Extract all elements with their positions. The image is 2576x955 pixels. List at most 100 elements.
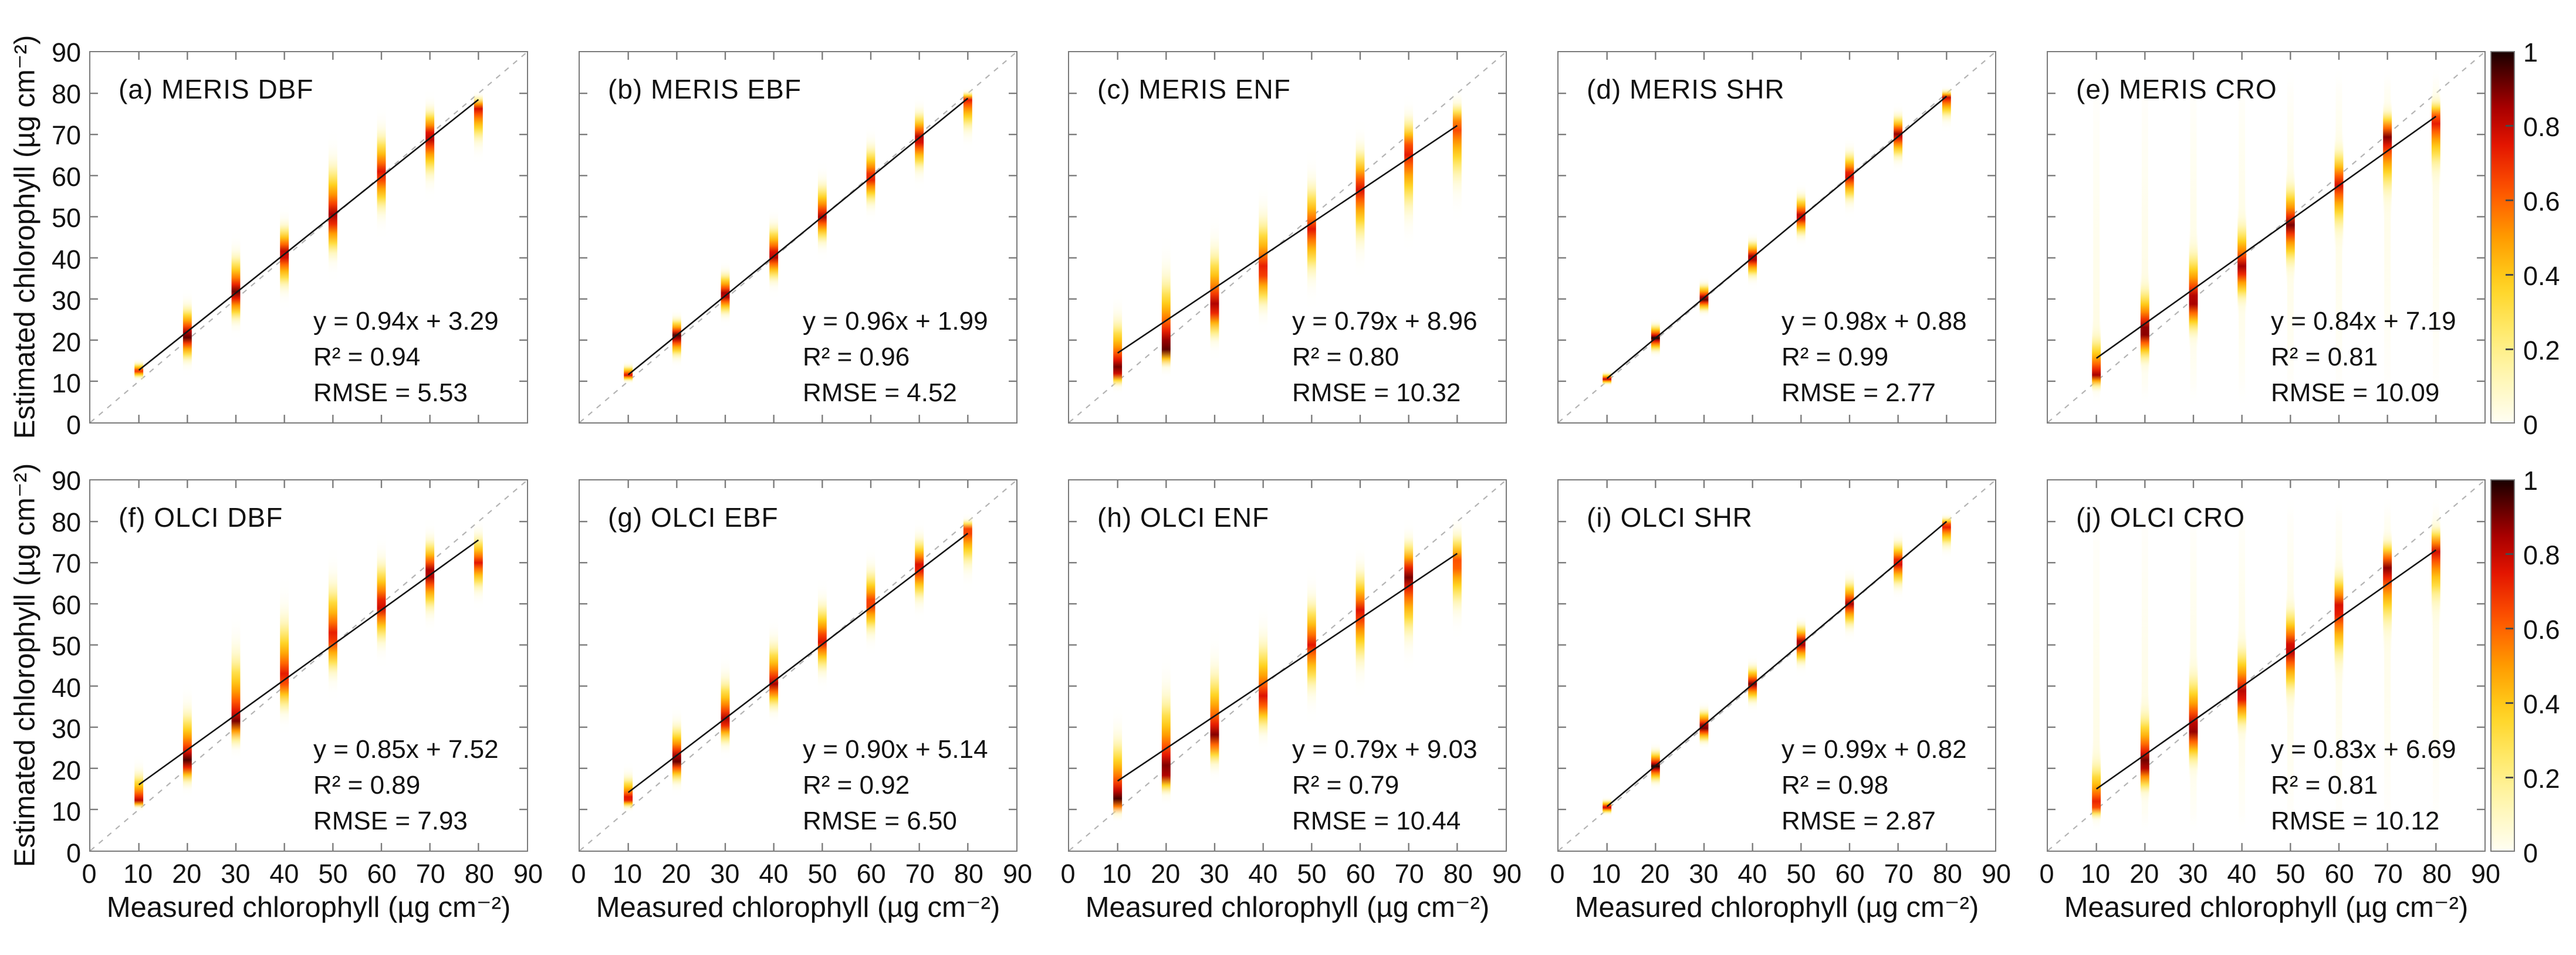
panel-title-h: (h) OLCI ENF bbox=[1097, 502, 1270, 533]
density-streak-x30 bbox=[1210, 624, 1219, 785]
identity-line bbox=[90, 52, 527, 422]
density-streak-x60 bbox=[2334, 122, 2344, 266]
density-streak-x30 bbox=[2189, 216, 2198, 357]
density-streak-x50 bbox=[1796, 180, 1806, 250]
density-streak-x60 bbox=[866, 542, 875, 658]
density-streak-x70 bbox=[1894, 101, 1903, 176]
equation-text: y = 0.99x + 0.82 bbox=[1781, 735, 1967, 764]
r-squared-text: R² = 0.89 bbox=[313, 771, 421, 800]
density-streak-x60 bbox=[1355, 118, 1365, 283]
colorbar-tick-label: 1 bbox=[2523, 466, 2538, 496]
regression-line bbox=[627, 533, 969, 793]
density-streak-x30 bbox=[721, 258, 730, 328]
x-tick-label: 80 bbox=[954, 859, 983, 889]
y-tick-label: 30 bbox=[51, 286, 81, 316]
panel-title-a: (a) MERIS DBF bbox=[119, 74, 314, 104]
x-axis-label: Measured chlorophyll (µg cm⁻²) bbox=[596, 892, 1000, 923]
regression-line bbox=[2095, 116, 2437, 359]
x-tick-label: 50 bbox=[2276, 859, 2305, 889]
x-tick-label: 0 bbox=[1060, 859, 1076, 889]
axis-ticks bbox=[580, 480, 1016, 851]
density-streak-x60 bbox=[377, 530, 386, 670]
x-tick-label: 90 bbox=[513, 859, 543, 889]
axis-ticks bbox=[1559, 52, 1995, 422]
y-tick-label: 50 bbox=[51, 203, 81, 233]
rmse-text: RMSE = 7.93 bbox=[313, 807, 468, 835]
density-streak-x10 bbox=[624, 358, 633, 385]
density-streak-x30 bbox=[1210, 208, 1219, 361]
x-tick-label: 50 bbox=[807, 859, 837, 889]
colorbar-tickmark bbox=[2506, 776, 2513, 778]
density-streak-x10 bbox=[2092, 307, 2101, 398]
x-tick-label: 20 bbox=[172, 859, 202, 889]
density-streak-x40 bbox=[769, 612, 779, 727]
regression-line bbox=[138, 539, 479, 785]
x-tick-label: 90 bbox=[1981, 859, 2012, 889]
density-plot-b bbox=[580, 52, 1016, 422]
density-streak-x50 bbox=[1307, 563, 1316, 727]
colorbar-tick-label: 0 bbox=[2523, 410, 2538, 440]
density-streak-x70 bbox=[425, 517, 435, 637]
x-tick-label: 10 bbox=[2081, 859, 2111, 889]
x-tick-label: 10 bbox=[123, 859, 153, 889]
x-tick-label: 20 bbox=[1640, 859, 1670, 889]
identity-line bbox=[1559, 52, 1995, 422]
y-tick-label: 10 bbox=[51, 797, 81, 827]
y-tick-label: 20 bbox=[51, 755, 81, 785]
rmse-text: RMSE = 10.32 bbox=[1292, 378, 1461, 407]
axis-ticks bbox=[2048, 480, 2484, 851]
x-tick-label: 50 bbox=[1786, 859, 1816, 889]
y-tick-label: 80 bbox=[51, 507, 81, 537]
stats-annotation-d: y = 0.98x + 0.88 R² = 0.99 RMSE = 2.77 bbox=[1781, 303, 1967, 411]
density-streak-x60 bbox=[1355, 538, 1365, 703]
x-axis-label: Measured chlorophyll (µg cm⁻²) bbox=[1574, 892, 1979, 923]
axis-ticks bbox=[580, 52, 1016, 422]
density-streak-x40 bbox=[280, 204, 289, 311]
colorbar-tick-label: 0.4 bbox=[2523, 689, 2560, 719]
identity-line bbox=[2048, 480, 2484, 851]
panel-meris-shr bbox=[1557, 51, 1996, 424]
r-squared-text: R² = 0.79 bbox=[1292, 771, 1399, 800]
axis-ticks bbox=[90, 52, 527, 422]
density-streak-x20 bbox=[672, 702, 681, 797]
panel-meris-dbf bbox=[89, 51, 528, 424]
x-tick-label: 40 bbox=[269, 859, 299, 889]
density-streak-x60 bbox=[2334, 546, 2344, 703]
density-streak-x40 bbox=[1259, 595, 1268, 756]
x-tick-label: 20 bbox=[661, 859, 691, 889]
x-tick-label: 40 bbox=[2227, 859, 2257, 889]
density-streak-x20 bbox=[1161, 229, 1171, 377]
axis-ticks bbox=[1559, 480, 1995, 851]
colorbar-row2 bbox=[2490, 479, 2515, 852]
colorbar-tick-label: 0.6 bbox=[2523, 615, 2560, 645]
colorbar-tickmark bbox=[2506, 553, 2513, 555]
density-streak-x70 bbox=[2383, 521, 2392, 670]
x-tick-label: 90 bbox=[1492, 859, 1522, 889]
x-tick-label: 0 bbox=[2039, 859, 2054, 889]
density-streak-x80 bbox=[1942, 511, 1951, 563]
equation-text: y = 0.83x + 6.69 bbox=[2271, 735, 2456, 764]
rmse-text: RMSE = 4.52 bbox=[803, 378, 957, 407]
panel-olci-enf bbox=[1068, 479, 1507, 852]
x-tick-label: 70 bbox=[905, 859, 935, 889]
x-tick-label: 70 bbox=[415, 859, 445, 889]
density-streak-x20 bbox=[672, 307, 681, 371]
x-axis-label: Measured chlorophyll (µg cm⁻²) bbox=[1085, 892, 1490, 923]
colorbar-tickmark bbox=[2506, 702, 2513, 704]
equation-text: y = 0.79x + 8.96 bbox=[1292, 307, 1478, 336]
density-streak-x30 bbox=[2189, 636, 2198, 789]
panel-olci-shr bbox=[1557, 479, 1996, 852]
density-halo bbox=[2432, 497, 2439, 834]
density-streak-x50 bbox=[328, 126, 337, 283]
x-tick-label: 90 bbox=[2470, 859, 2501, 889]
r-squared-text: R² = 0.96 bbox=[803, 343, 910, 371]
colorbar-tick-label: 1 bbox=[2523, 38, 2538, 67]
density-plot-i bbox=[1559, 480, 1995, 851]
density-streak-x80 bbox=[963, 513, 972, 596]
x-tick-label: 80 bbox=[1932, 859, 1962, 889]
rmse-text: RMSE = 6.50 bbox=[803, 807, 957, 835]
x-tick-label: 80 bbox=[2422, 859, 2452, 889]
colorbar-tickmark bbox=[2506, 273, 2513, 276]
r-squared-text: R² = 0.94 bbox=[313, 343, 421, 371]
